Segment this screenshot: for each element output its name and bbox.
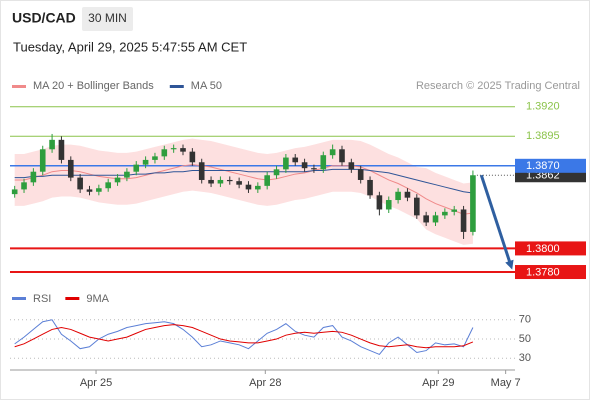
candle-body bbox=[152, 156, 158, 160]
level-label: 1.3800 bbox=[526, 243, 560, 255]
candle-body bbox=[170, 148, 177, 150]
rsi-tick-label: 30 bbox=[519, 352, 531, 364]
legend-swatch bbox=[65, 297, 80, 300]
candle-body bbox=[161, 149, 168, 157]
rsi-line bbox=[14, 319, 474, 356]
candle-body bbox=[320, 155, 327, 170]
level-label-box bbox=[515, 265, 586, 280]
candle-body bbox=[470, 175, 476, 232]
candle-body bbox=[395, 191, 401, 201]
candle-body bbox=[208, 179, 214, 184]
timeframe-button[interactable] bbox=[82, 7, 133, 31]
candle-body bbox=[124, 171, 130, 178]
candle-body bbox=[198, 162, 205, 180]
timestamp: Tuesday, April 29, 2025 5:47:55 AM CET bbox=[13, 39, 247, 54]
candle-body bbox=[30, 171, 37, 183]
candle-body bbox=[385, 200, 392, 210]
candle-body bbox=[329, 149, 336, 156]
candle-body bbox=[348, 162, 355, 170]
level-label-box bbox=[515, 158, 586, 173]
moving-average bbox=[14, 168, 473, 194]
credit: Research © 2025 Trading Central bbox=[416, 80, 580, 92]
timeframe[interactable]: 30 MIN bbox=[88, 11, 127, 25]
candle-body bbox=[217, 179, 224, 184]
rsi-tick-label: 50 bbox=[519, 333, 531, 345]
level-label-box bbox=[515, 241, 586, 256]
candle-body bbox=[11, 189, 18, 195]
candle-body bbox=[67, 159, 74, 178]
candle-body bbox=[114, 177, 121, 183]
symbol: USD/CAD bbox=[12, 10, 76, 26]
moving-average bbox=[14, 164, 473, 215]
legend-swatch bbox=[169, 85, 184, 88]
level-label: 1.3920 bbox=[526, 101, 560, 113]
candle-body bbox=[189, 151, 196, 163]
candle-body bbox=[245, 184, 252, 190]
candle-body bbox=[283, 157, 289, 170]
candle-body bbox=[311, 168, 317, 170]
x-tick-label: Apr 29 bbox=[422, 377, 454, 389]
candle-body bbox=[236, 181, 242, 185]
candle-body bbox=[264, 175, 270, 186]
candle-body bbox=[301, 162, 308, 169]
candle-body bbox=[404, 191, 411, 198]
candle-body bbox=[226, 179, 233, 182]
candle-body bbox=[180, 148, 186, 152]
candle-body bbox=[292, 157, 299, 163]
level-label: 1.3895 bbox=[526, 130, 560, 142]
level-label: 1.3780 bbox=[526, 266, 560, 278]
candle-body bbox=[105, 182, 111, 189]
candle-body bbox=[273, 169, 280, 176]
x-tick-label: Apr 25 bbox=[80, 377, 112, 389]
candle-body bbox=[367, 179, 373, 196]
candle-body bbox=[58, 139, 65, 160]
rsi-line bbox=[14, 324, 474, 349]
rsi-tick-label: 70 bbox=[519, 314, 531, 326]
forecast-arrow bbox=[479, 174, 512, 265]
candle-body bbox=[86, 189, 93, 192]
legend-swatch bbox=[12, 297, 26, 300]
candle-body bbox=[451, 209, 458, 212]
candle-body bbox=[133, 164, 140, 172]
candle-body bbox=[460, 209, 467, 232]
candle-body bbox=[414, 197, 420, 216]
level-label: 1.3870 bbox=[526, 160, 560, 172]
legend-label: RSI bbox=[33, 293, 51, 305]
legend-label: 9MA bbox=[86, 293, 109, 305]
candle-body bbox=[142, 159, 149, 165]
candle-body bbox=[423, 215, 429, 223]
legend-label: MA 50 bbox=[191, 80, 222, 92]
candle-body bbox=[77, 177, 83, 190]
candle-body bbox=[357, 169, 364, 180]
candle-body bbox=[21, 182, 27, 190]
legend-swatch bbox=[12, 85, 26, 88]
x-tick-label: Apr 28 bbox=[249, 377, 281, 389]
candle-body bbox=[376, 195, 383, 210]
candle-body bbox=[442, 211, 448, 216]
candle-body bbox=[39, 149, 46, 172]
forecast-arrowhead bbox=[505, 259, 514, 270]
legend-label: MA 20 + Bollinger Bands bbox=[33, 80, 154, 92]
candle-body bbox=[255, 185, 261, 190]
x-tick-label: May 7 bbox=[491, 377, 521, 389]
candle-body bbox=[96, 188, 102, 192]
candle-body bbox=[339, 149, 345, 163]
candle-body bbox=[432, 215, 439, 223]
candle-body bbox=[49, 139, 55, 150]
